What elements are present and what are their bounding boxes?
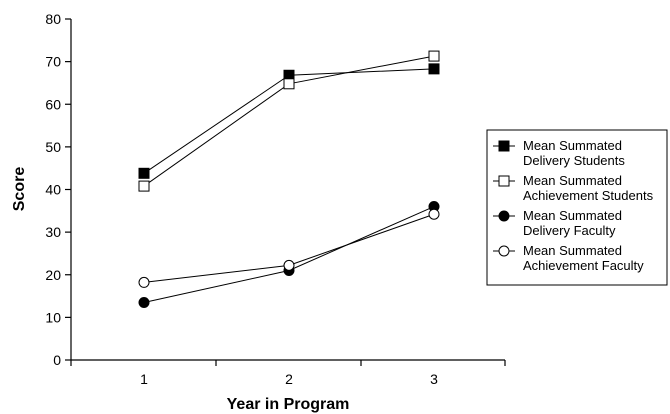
series-1 — [138, 63, 440, 179]
x-tick-label: 2 — [285, 371, 293, 387]
x-tick-label: 3 — [430, 371, 438, 387]
legend-label: Mean Summated — [523, 208, 622, 223]
data-point — [283, 259, 295, 271]
data-point — [138, 167, 150, 179]
legend-label: Mean Summated — [523, 173, 622, 188]
legend-label: Delivery Faculty — [523, 223, 616, 238]
y-tick-label: 20 — [45, 267, 61, 283]
data-point — [428, 63, 440, 75]
legend-marker — [498, 175, 510, 187]
y-tick-label: 50 — [45, 139, 61, 155]
y-tick-label: 30 — [45, 224, 61, 240]
x-axis-title: Year in Program — [227, 396, 350, 413]
legend-label: Delivery Students — [523, 153, 625, 168]
data-point — [428, 208, 440, 220]
data-point — [138, 180, 150, 192]
y-tick-label: 10 — [45, 309, 61, 325]
y-tick-label: 70 — [45, 54, 61, 70]
legend-label: Achievement Faculty — [523, 258, 644, 273]
data-point — [138, 296, 150, 308]
series-2 — [138, 50, 440, 192]
legend-label: Mean Summated — [523, 243, 622, 258]
series-4 — [138, 208, 440, 288]
x-tick-label: 1 — [140, 371, 148, 387]
y-tick-label: 0 — [53, 352, 61, 368]
data-point — [138, 276, 150, 288]
series-3 — [138, 201, 440, 308]
y-tick-label: 60 — [45, 96, 61, 112]
legend-marker — [498, 140, 510, 152]
data-point — [428, 50, 440, 62]
axes: 0 10 20 30 40 50 60 70 80 1 2 3 — [45, 11, 506, 387]
series-line — [143, 206, 435, 303]
legend-label: Mean Summated — [523, 138, 622, 153]
data-point — [283, 78, 295, 90]
y-axis-title: Score — [11, 167, 28, 212]
y-tick-label: 40 — [45, 182, 61, 198]
legend-marker — [498, 245, 510, 257]
series-layer — [138, 50, 440, 308]
legend-label: Achievement Students — [523, 188, 654, 203]
y-tick-label: 80 — [45, 11, 61, 27]
legend-marker — [498, 210, 510, 222]
legend-box — [486, 129, 668, 286]
